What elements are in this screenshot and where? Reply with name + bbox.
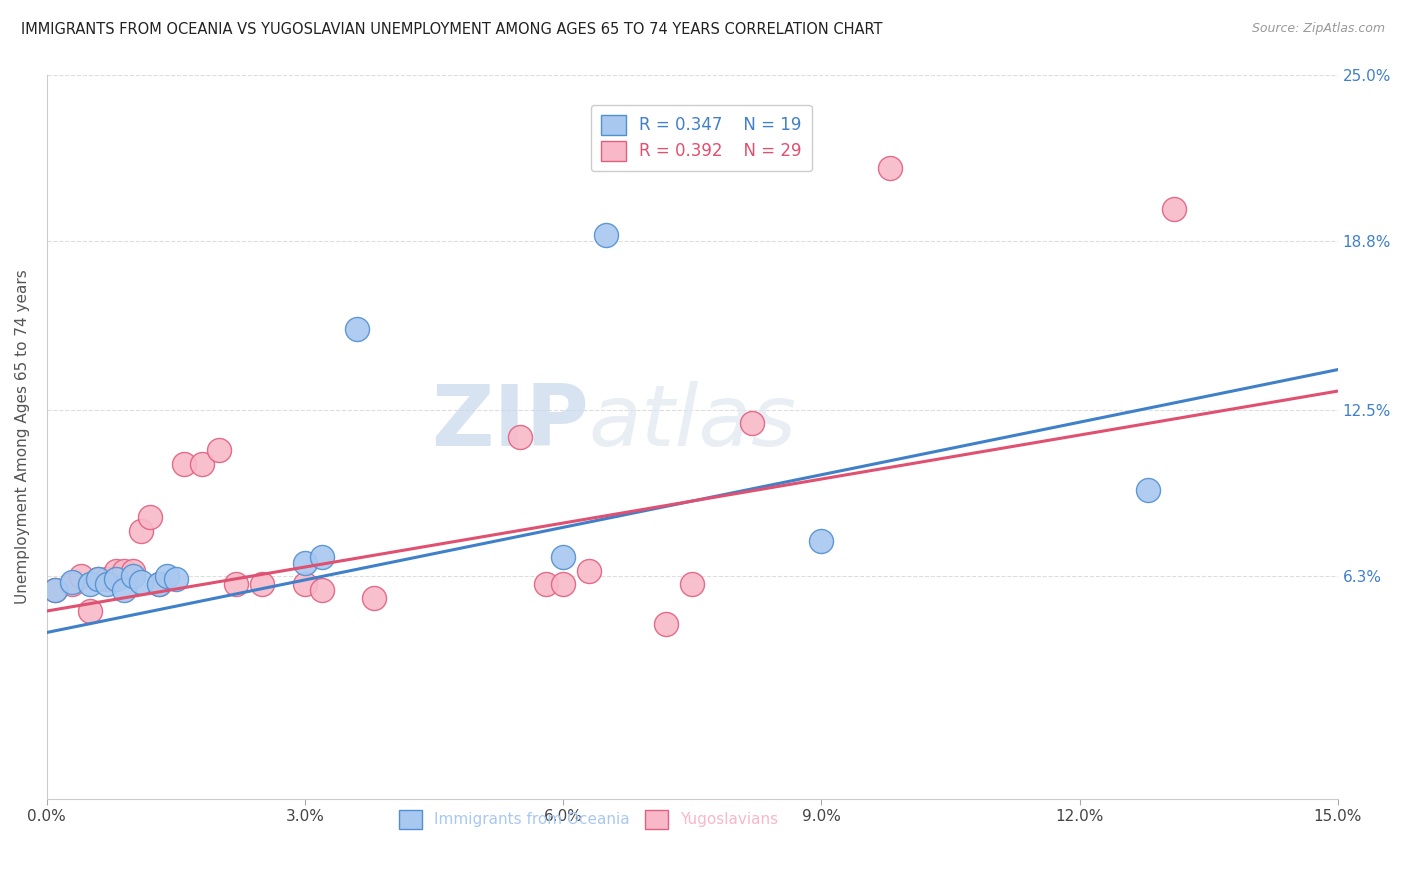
Point bbox=[165, 572, 187, 586]
Y-axis label: Unemployment Among Ages 65 to 74 years: Unemployment Among Ages 65 to 74 years bbox=[15, 269, 30, 604]
Point bbox=[87, 572, 110, 586]
Text: Source: ZipAtlas.com: Source: ZipAtlas.com bbox=[1251, 22, 1385, 36]
Point bbox=[44, 582, 66, 597]
Point bbox=[294, 577, 316, 591]
Point bbox=[190, 457, 212, 471]
Point bbox=[1137, 483, 1160, 498]
Point bbox=[79, 577, 101, 591]
Point bbox=[173, 457, 195, 471]
Point bbox=[311, 582, 333, 597]
Point bbox=[62, 577, 84, 591]
Point bbox=[70, 569, 93, 583]
Point bbox=[87, 572, 110, 586]
Point bbox=[96, 577, 118, 591]
Point bbox=[139, 510, 162, 524]
Point bbox=[156, 569, 179, 583]
Point bbox=[112, 582, 135, 597]
Text: ZIP: ZIP bbox=[432, 381, 589, 464]
Point bbox=[148, 577, 170, 591]
Legend: Immigrants from Oceania, Yugoslavians: Immigrants from Oceania, Yugoslavians bbox=[394, 804, 785, 835]
Point bbox=[250, 577, 273, 591]
Point bbox=[534, 577, 557, 591]
Point bbox=[553, 577, 575, 591]
Point bbox=[810, 534, 832, 549]
Point bbox=[879, 161, 901, 176]
Point bbox=[294, 556, 316, 570]
Point bbox=[79, 604, 101, 618]
Point bbox=[225, 577, 247, 591]
Point bbox=[741, 417, 763, 431]
Point bbox=[363, 591, 385, 605]
Point bbox=[208, 443, 231, 458]
Text: atlas: atlas bbox=[589, 381, 797, 464]
Point bbox=[121, 564, 143, 578]
Point bbox=[131, 574, 153, 589]
Point bbox=[148, 577, 170, 591]
Point bbox=[1163, 202, 1185, 216]
Point bbox=[578, 564, 600, 578]
Point bbox=[62, 574, 84, 589]
Point bbox=[311, 550, 333, 565]
Point bbox=[104, 564, 127, 578]
Point bbox=[96, 572, 118, 586]
Point bbox=[346, 322, 368, 336]
Point bbox=[681, 577, 703, 591]
Point bbox=[553, 550, 575, 565]
Point bbox=[44, 582, 66, 597]
Point bbox=[104, 572, 127, 586]
Point bbox=[112, 564, 135, 578]
Point bbox=[131, 524, 153, 538]
Point bbox=[595, 228, 617, 243]
Point bbox=[121, 569, 143, 583]
Point bbox=[655, 617, 678, 632]
Text: IMMIGRANTS FROM OCEANIA VS YUGOSLAVIAN UNEMPLOYMENT AMONG AGES 65 TO 74 YEARS CO: IMMIGRANTS FROM OCEANIA VS YUGOSLAVIAN U… bbox=[21, 22, 883, 37]
Point bbox=[509, 430, 531, 444]
